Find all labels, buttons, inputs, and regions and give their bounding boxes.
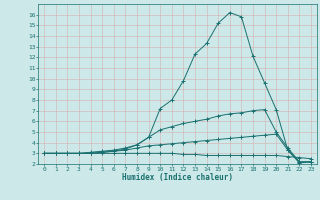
- X-axis label: Humidex (Indice chaleur): Humidex (Indice chaleur): [122, 173, 233, 182]
